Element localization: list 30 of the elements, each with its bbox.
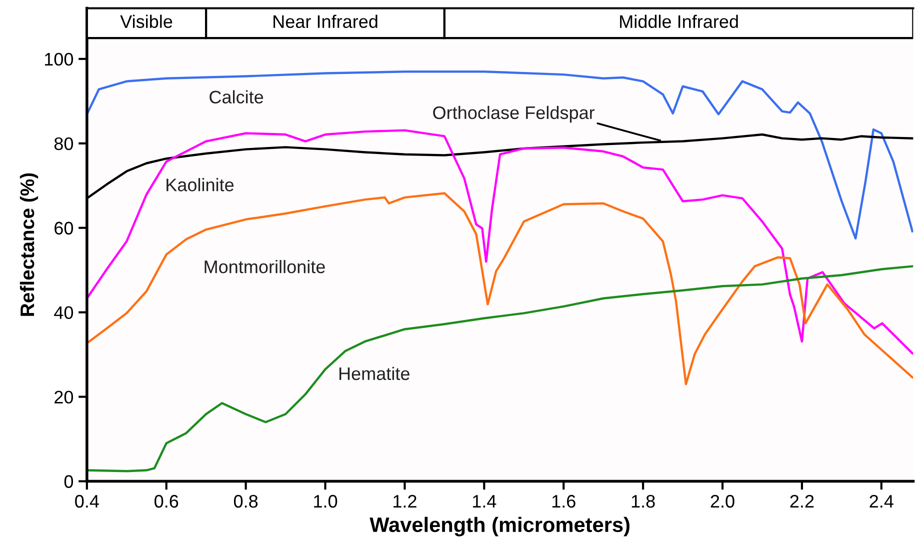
x-tick-label: 1.8 <box>632 494 655 508</box>
series-label: Orthoclase Feldspar <box>433 106 595 123</box>
y-tick-label: 80 <box>54 137 74 150</box>
x-tick-label: 0.6 <box>154 494 178 508</box>
band-label: Middle Infrared <box>620 14 738 28</box>
series-label: Kaolinite <box>166 178 234 192</box>
x-tick-label: 1.2 <box>394 494 416 508</box>
y-tick-label: 100 <box>44 52 74 66</box>
series-label: Hematite <box>339 366 410 380</box>
y-axis-title: Reflectance (%) <box>20 173 38 316</box>
x-tick-label: 1.0 <box>314 494 338 508</box>
y-tick-label: 40 <box>54 306 74 320</box>
band-label: Visible <box>120 14 172 28</box>
x-tick-label: 0.8 <box>234 494 258 508</box>
x-tick-label: 2.4 <box>870 494 894 508</box>
x-tick-label: 2.0 <box>710 494 734 508</box>
line-series <box>86 192 914 386</box>
y-tick-label: 0 <box>64 475 74 488</box>
x-axis-title: Wavelength (micrometers) <box>370 516 630 536</box>
x-tick-label: 1.4 <box>472 495 496 508</box>
y-tick-label: 20 <box>54 390 74 404</box>
y-tick-label: 60 <box>54 222 74 235</box>
band-label: Near Infrared <box>274 14 378 28</box>
line-series <box>86 70 914 240</box>
line-series <box>86 129 914 354</box>
x-tick-label: 1.6 <box>552 494 576 508</box>
series-label: Calcite <box>210 90 264 104</box>
x-tick-label: 2.2 <box>790 494 814 508</box>
series-label: Montmorillonite <box>204 260 325 274</box>
x-tick-label: 0.4 <box>75 494 99 508</box>
